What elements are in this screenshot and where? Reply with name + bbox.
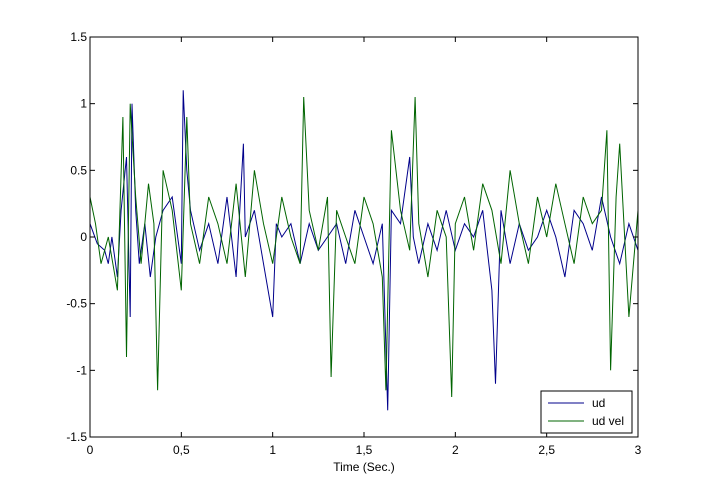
- y-tick-label: -0.5: [66, 297, 87, 311]
- legend: ud ud vel: [540, 390, 633, 434]
- x-tick-label: 2,5: [538, 443, 555, 457]
- legend-label-ud-vel: ud vel: [592, 414, 624, 428]
- series-layer: [89, 90, 639, 411]
- y-tick-label: -1.5: [66, 430, 87, 444]
- legend-label-ud: ud: [592, 396, 605, 410]
- y-tick-label: 0: [80, 230, 87, 244]
- x-axis-label: Time (Sec.): [333, 460, 395, 474]
- series-line-ud-vel: [89, 96, 639, 398]
- x-tick-label: 0,5: [173, 443, 190, 457]
- y-tick-label: 0.5: [70, 163, 87, 177]
- x-tick-label: 1: [269, 443, 276, 457]
- series-line-ud: [89, 90, 639, 411]
- legend-box: [540, 390, 633, 434]
- x-tick-label: 0: [87, 443, 94, 457]
- x-tick-label: 1,5: [356, 443, 373, 457]
- x-tick-label: 3: [635, 443, 642, 457]
- x-tick-label: 2: [452, 443, 459, 457]
- ticks-layer: 0 0,5 1 1,5 2 2,5 3 -1.5 -1 -0.5 0 0.5 1 1.5: [66, 30, 641, 457]
- y-tick-label: 1: [80, 97, 87, 111]
- y-tick-label: 1.5: [70, 30, 87, 44]
- y-tick-label: -1: [76, 363, 87, 377]
